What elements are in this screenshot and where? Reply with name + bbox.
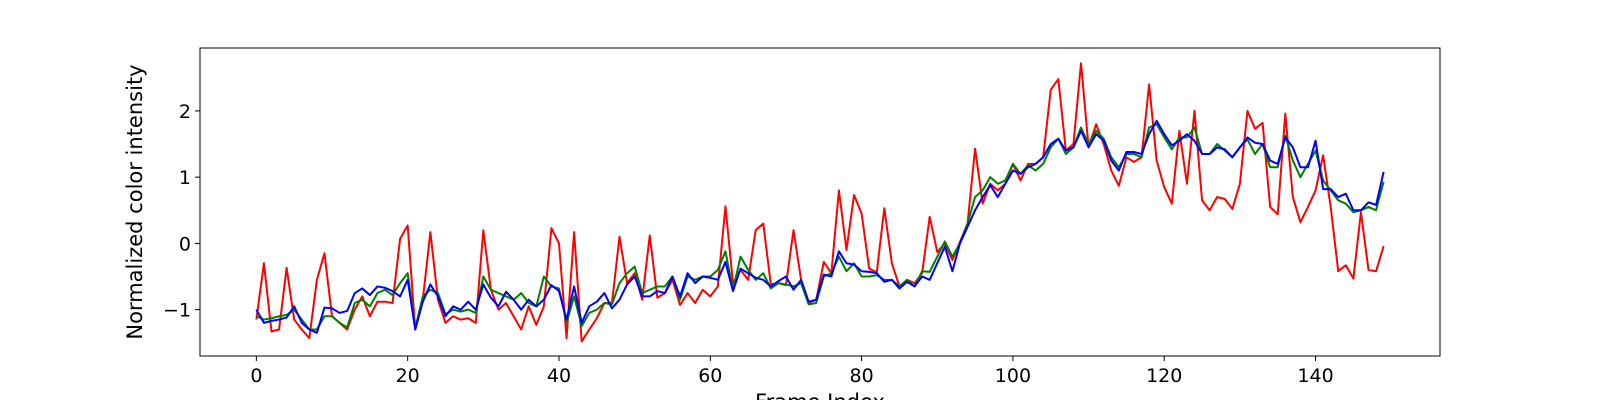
x-tick-label: 60 (698, 365, 722, 387)
x-tick-label: 0 (250, 365, 262, 387)
series-line-1 (255, 62, 1385, 343)
x-tick-label: 120 (1146, 365, 1182, 387)
x-tick-label: 40 (547, 365, 571, 387)
y-axis-label: Normalized color intensity (123, 64, 147, 339)
y-tick-label: −1 (163, 300, 191, 322)
plot-area (200, 48, 1440, 356)
x-tick-label: 100 (995, 365, 1031, 387)
y-tick-label: 2 (179, 101, 191, 123)
x-axis-ticks: 0 20 40 60 80 100 120 140 (250, 356, 1334, 387)
x-tick-label: 20 (396, 365, 420, 387)
x-tick-label: 140 (1297, 365, 1333, 387)
y-tick-label: 0 (179, 233, 191, 255)
y-axis-ticks: −1 0 1 2 (163, 101, 200, 322)
x-tick-label: 80 (850, 365, 874, 387)
series-line-3 (255, 119, 1385, 334)
x-axis-label: Frame Index (755, 390, 885, 400)
y-tick-label: 1 (179, 167, 191, 189)
series-layer (255, 62, 1385, 343)
plot-frame (199, 47, 1441, 357)
